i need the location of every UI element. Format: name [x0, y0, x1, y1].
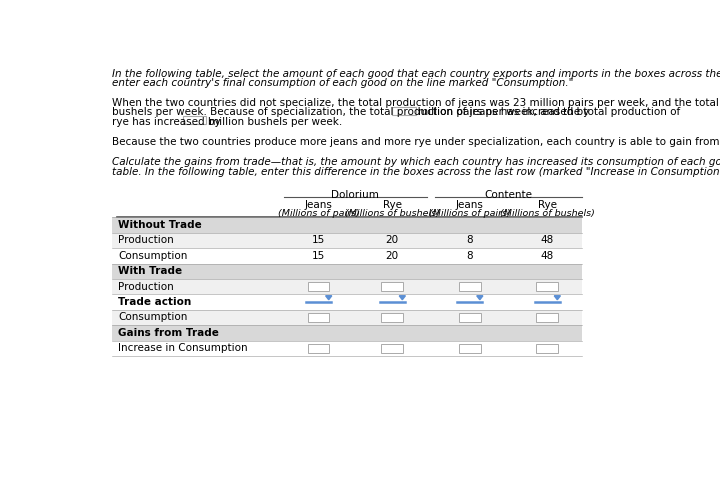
Bar	[459, 282, 481, 291]
Text: Increase in Consumption: Increase in Consumption	[118, 343, 248, 353]
Text: Production: Production	[118, 235, 174, 245]
Bar	[112, 233, 582, 248]
Text: Dolorium: Dolorium	[331, 190, 379, 199]
Bar	[536, 313, 558, 322]
Text: 20: 20	[386, 235, 399, 245]
Polygon shape	[477, 296, 483, 300]
Bar	[459, 344, 481, 353]
Text: million pairs per week, and the total production of: million pairs per week, and the total pr…	[418, 107, 680, 117]
Text: 48: 48	[541, 251, 554, 261]
Polygon shape	[325, 296, 332, 300]
Bar	[459, 313, 481, 322]
Bar	[382, 344, 403, 353]
Text: Contente: Contente	[485, 190, 533, 199]
Polygon shape	[554, 296, 560, 300]
Text: table. In the following table, enter this difference in the boxes across the las: table. In the following table, enter thi…	[112, 166, 720, 176]
Text: enter each country's final consumption of each good on the line marked "Consumpt: enter each country's final consumption o…	[112, 78, 573, 88]
Text: Trade action: Trade action	[118, 297, 191, 307]
Bar	[307, 344, 330, 353]
Text: Gains from Trade: Gains from Trade	[118, 328, 219, 338]
Bar	[536, 282, 558, 291]
Bar	[112, 341, 582, 356]
Bar	[392, 107, 415, 115]
Text: Consumption: Consumption	[118, 251, 187, 261]
Text: Production: Production	[118, 282, 174, 292]
Bar	[112, 310, 582, 325]
Text: Calculate the gains from trade—that is, the amount by which each country has inc: Calculate the gains from trade—that is, …	[112, 157, 720, 167]
Text: Without Trade: Without Trade	[118, 220, 202, 230]
Text: Jeans: Jeans	[305, 200, 333, 210]
Text: million bushels per week.: million bushels per week.	[209, 117, 342, 127]
Text: When the two countries did not specialize, the total production of jeans was 23 : When the two countries did not specializ…	[112, 98, 720, 108]
Text: 15: 15	[312, 251, 325, 261]
Bar	[112, 248, 582, 264]
Text: rye has increased by: rye has increased by	[112, 117, 220, 127]
Text: 48: 48	[541, 235, 554, 245]
Text: (Millions of pairs): (Millions of pairs)	[429, 209, 510, 218]
Bar	[536, 344, 558, 353]
Text: Rye: Rye	[383, 200, 402, 210]
Text: Because the two countries produce more jeans and more rye under specialization, : Because the two countries produce more j…	[112, 137, 720, 147]
Text: 15: 15	[312, 235, 325, 245]
Text: (Millions of bushels): (Millions of bushels)	[345, 209, 440, 218]
Polygon shape	[399, 296, 405, 300]
Bar	[112, 295, 582, 310]
Bar	[183, 116, 206, 124]
Text: 8: 8	[467, 235, 473, 245]
Bar	[112, 217, 582, 233]
Bar	[307, 313, 330, 322]
Text: Jeans: Jeans	[456, 200, 484, 210]
Text: Consumption: Consumption	[118, 313, 187, 323]
Text: bushels per week. Because of specialization, the total production of jeans has i: bushels per week. Because of specializat…	[112, 107, 589, 117]
Bar	[112, 325, 582, 341]
Text: 20: 20	[386, 251, 399, 261]
Bar	[112, 279, 582, 295]
Bar	[382, 282, 403, 291]
Text: 8: 8	[467, 251, 473, 261]
Bar	[382, 313, 403, 322]
Bar	[307, 282, 330, 291]
Text: In the following table, select the amount of each good that each country exports: In the following table, select the amoun…	[112, 69, 720, 79]
Text: (Millions of pairs): (Millions of pairs)	[278, 209, 359, 218]
Text: (Millions of bushels): (Millions of bushels)	[500, 209, 595, 218]
Text: Rye: Rye	[538, 200, 557, 210]
Bar	[112, 264, 582, 279]
Text: With Trade: With Trade	[118, 266, 182, 276]
